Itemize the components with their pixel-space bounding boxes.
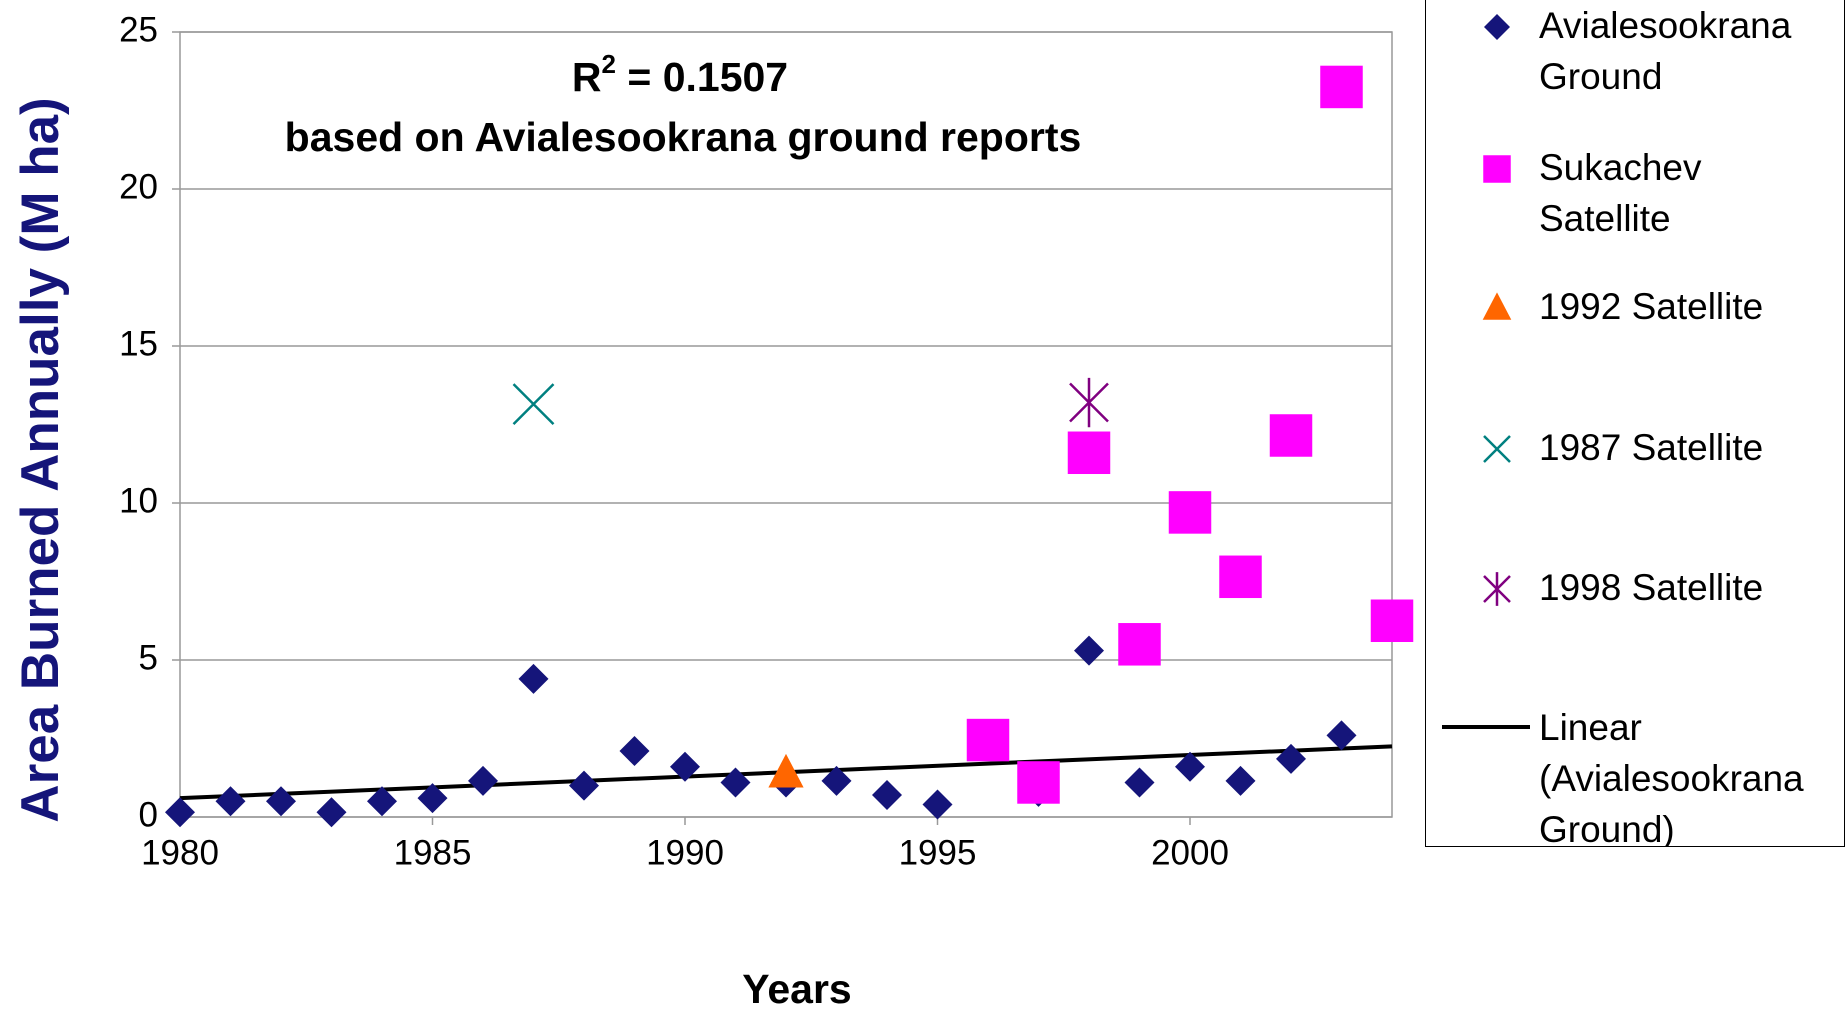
y-tick-label: 15 — [119, 324, 158, 363]
diamond-marker — [670, 751, 700, 782]
diamond-marker — [468, 765, 498, 796]
r-value: = 0.1507 — [616, 54, 788, 100]
diamond-marker — [1484, 14, 1510, 40]
star-marker — [1069, 377, 1109, 428]
legend-label: Linear (Avialesookrana Ground) — [1539, 707, 1804, 847]
r-squared: R2 = 0.1507 — [572, 49, 788, 100]
diamond-marker — [720, 767, 751, 798]
y-tick-label: 0 — [139, 795, 158, 834]
y-tick-label: 10 — [119, 481, 158, 520]
star-marker — [1483, 572, 1511, 606]
square-marker — [1219, 555, 1262, 599]
diamond-marker — [619, 736, 650, 767]
x-marker — [1483, 435, 1511, 463]
annotation-note: based on Avialesookrana ground reports — [285, 114, 1082, 160]
square-marker — [1320, 65, 1363, 109]
legend: Avialesookrana Ground Sukachev Satellite 1… — [1425, 0, 1845, 847]
legend-label: 1987 Satellite — [1539, 427, 1764, 468]
r-sup: 2 — [602, 49, 616, 79]
x-marker — [512, 383, 555, 425]
y-axis-title: Area Burned Annually (M ha) — [11, 97, 70, 822]
square-marker — [1118, 623, 1161, 666]
diamond-marker — [1276, 743, 1306, 774]
plot: R2 = 0.1507 based on Avialesookrana grou… — [11, 10, 1414, 1010]
x-tick-label: 1985 — [394, 833, 472, 872]
x-tick-label: 1980 — [141, 833, 219, 872]
diamond-marker — [1074, 635, 1104, 666]
legend-icon — [1442, 725, 1530, 729]
triangle-marker — [768, 753, 804, 788]
legend-label: 1992 Satellite — [1539, 286, 1764, 327]
x-tick-label: 1995 — [899, 833, 977, 872]
diamond-marker — [367, 786, 397, 817]
square-marker — [1483, 155, 1511, 183]
legend-icon — [1483, 155, 1511, 183]
diamond-marker — [1175, 751, 1205, 782]
x-tick-label: 1990 — [646, 833, 724, 872]
x-tick-label: 2000 — [1151, 833, 1229, 872]
diamond-marker — [1326, 720, 1357, 751]
diamond-marker — [215, 786, 246, 817]
legend-icon — [1484, 14, 1510, 40]
plot-frame — [179, 31, 1393, 818]
triangle-marker — [1482, 292, 1512, 320]
diamond-marker — [316, 797, 347, 828]
legend-icon — [1483, 435, 1511, 463]
legend-icon — [1482, 292, 1512, 320]
diamond-marker — [1124, 767, 1155, 798]
legend-label: Avialesookrana Ground — [1539, 5, 1792, 97]
diamond-marker — [922, 789, 953, 820]
y-tick-label: 25 — [119, 10, 158, 49]
legend-label: Sukachev Satellite — [1539, 147, 1702, 239]
y-tick-label: 20 — [119, 167, 158, 206]
diamond-marker — [266, 786, 296, 817]
diamond-marker — [165, 797, 195, 828]
diamond-marker — [1225, 765, 1256, 796]
diamond-marker — [821, 765, 852, 796]
square-marker — [1269, 414, 1313, 457]
legend-label: 1998 Satellite — [1539, 567, 1764, 608]
square-marker — [1370, 599, 1414, 642]
y-tick-label: 5 — [139, 638, 158, 677]
diamond-marker — [417, 783, 448, 814]
square-marker — [966, 718, 1010, 762]
diamond-marker — [518, 663, 549, 694]
diamond-marker — [569, 770, 599, 801]
r-prefix: R — [572, 54, 602, 100]
diamond-marker — [872, 780, 902, 811]
square-marker — [1168, 491, 1212, 534]
square-marker — [1017, 761, 1060, 804]
square-marker — [1067, 431, 1111, 475]
legend-icon — [1483, 572, 1511, 606]
x-axis-title: Years — [742, 966, 851, 1010]
